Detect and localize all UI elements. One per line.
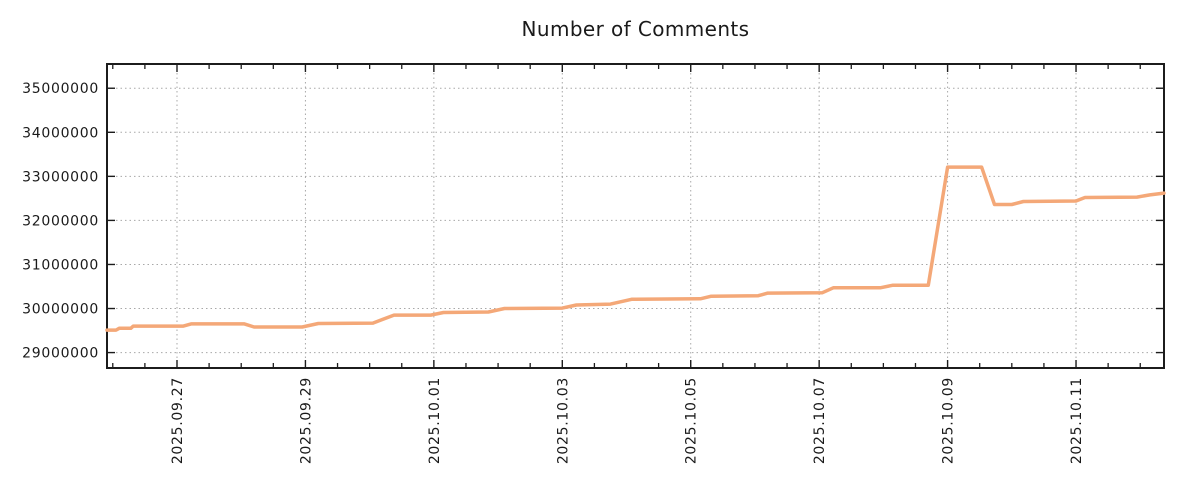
y-tick-label: 34000000 bbox=[22, 125, 99, 141]
comments-series-line bbox=[105, 165, 1166, 332]
x-tick-label: 2025.09.29 bbox=[298, 377, 314, 464]
y-tick-label: 31000000 bbox=[22, 257, 99, 273]
x-tick-label: 2025.10.07 bbox=[812, 377, 828, 464]
y-tick-label: 30000000 bbox=[22, 302, 99, 318]
y-tick-label: 35000000 bbox=[22, 81, 99, 97]
y-tick-label: 33000000 bbox=[22, 169, 99, 185]
plot-border bbox=[106, 63, 1165, 369]
y-tick-label: 32000000 bbox=[22, 213, 99, 229]
chart-title: Number of Comments bbox=[521, 17, 750, 41]
y-tick-label: 29000000 bbox=[22, 346, 99, 362]
x-tick-label: 2025.10.11 bbox=[1069, 377, 1085, 464]
x-tick-label: 2025.10.09 bbox=[941, 377, 957, 464]
x-tick-label: 2025.10.05 bbox=[684, 377, 700, 464]
x-tick-label: 2025.10.03 bbox=[555, 377, 571, 464]
x-tick-label: 2025.09.27 bbox=[170, 377, 186, 464]
x-tick-label: 2025.10.01 bbox=[427, 377, 443, 464]
